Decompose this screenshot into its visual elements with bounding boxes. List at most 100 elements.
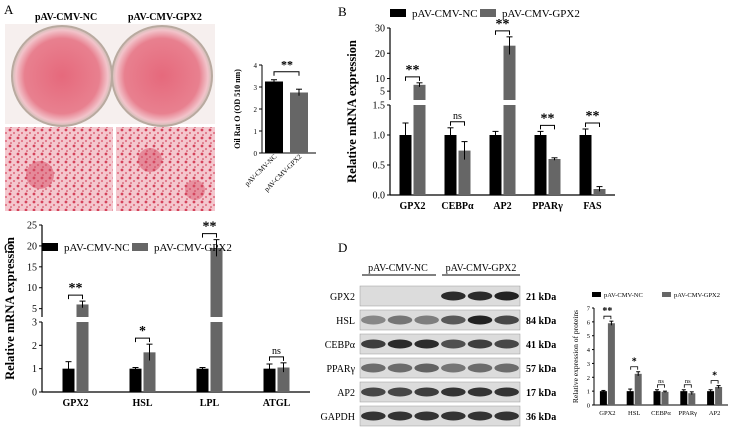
significance-bracket [135, 337, 150, 343]
significance-bracket [450, 121, 465, 126]
blot-band [467, 363, 493, 373]
y-tick-label: 3 [254, 84, 258, 92]
blot-strip [359, 405, 521, 427]
panel-c-letter: C [4, 240, 13, 255]
legend-swatch [480, 9, 496, 17]
blot-kda-label: 36 kDa [526, 412, 556, 423]
blot-strip [359, 285, 521, 307]
y-tick-label: 15 [27, 262, 37, 273]
blot-band [494, 387, 519, 397]
bar [444, 135, 457, 195]
bar [626, 391, 634, 405]
significance-bracket [405, 76, 420, 81]
x-tick-label: AP2 [709, 410, 721, 417]
legend-label: pAV-CMV-NC [412, 8, 478, 20]
significance-mark: ** [586, 109, 600, 124]
blot-band [441, 411, 466, 421]
x-tick-label: PPARγ [679, 410, 698, 417]
blot-band [494, 315, 519, 325]
blot-band [387, 411, 413, 421]
blot-band [361, 339, 386, 349]
x-tick-label: GPX2 [399, 201, 425, 212]
bar [399, 135, 412, 195]
chart-c-mrna: 0 1 2 3 5 10 15 20 25 Relative mRNA expression GPX… [3, 220, 310, 409]
blot-band [467, 387, 493, 397]
bar [290, 92, 308, 153]
blot-band [387, 387, 413, 397]
y-tick-label: 4 [587, 347, 591, 354]
legend-swatch [132, 243, 148, 251]
blot-band [494, 363, 519, 373]
bar [76, 322, 89, 392]
significance-bracket [630, 366, 639, 370]
blot-band [414, 387, 439, 397]
panel-d-letter: D [338, 240, 347, 255]
significance-mark: ** [281, 58, 293, 72]
blot-band [361, 387, 386, 397]
blot-group-label-gpx2: pAV-CMV-GPX2 [446, 263, 517, 274]
bar [489, 135, 502, 195]
significance-mark: ns [272, 346, 281, 357]
micrograph-nc [5, 127, 113, 211]
y-tick-label: 10 [375, 74, 385, 85]
significance-mark: ** [541, 111, 555, 126]
bar [715, 386, 723, 405]
y-tick-label: 1.0 [373, 131, 386, 142]
x-tick-label: FAS [583, 201, 602, 212]
significance-mark: ** [69, 281, 83, 296]
y-tick-label: 2 [254, 106, 258, 114]
y-axis-label: Oil Rat O (OD 510 nm) [233, 69, 242, 149]
blot-band [387, 315, 413, 325]
legend-swatch [662, 292, 671, 297]
y-tick-label: 0 [32, 388, 37, 399]
x-tick-label: GPX2 [599, 410, 615, 417]
significance-mark: * [712, 371, 717, 382]
bar [688, 393, 696, 405]
blot-band [387, 363, 413, 373]
y-tick-label: 0 [254, 150, 258, 158]
blot-kda-label: 21 kDa [526, 292, 556, 303]
bar [277, 367, 290, 392]
y-tick-label: 5 [380, 87, 385, 98]
x-tick-label: CEBPα [441, 201, 474, 212]
y-tick-label: 20 [27, 241, 37, 252]
y-tick-label: 0 [587, 403, 590, 410]
significance-mark: ns [685, 378, 691, 385]
y-axis-label: Relative expression of proteins [571, 310, 580, 403]
chart-d-protein: 0 1 2 3 4 5 6 7 Relative expression of proteins G… [571, 292, 728, 417]
western-blot: pAV-CMV-NC pAV-CMV-GPX2 GPX2 21 kDa HSL 84 kD… [321, 263, 556, 427]
significance-mark: * [632, 357, 637, 368]
y-axis-label: Relative mRNA expression [3, 237, 17, 380]
y-tick-label: 5 [32, 304, 37, 315]
y-tick-label: 20 [375, 49, 385, 60]
panel-b-letter: B [338, 4, 347, 19]
blot-band [441, 315, 466, 325]
legend-label: pAV-CMV-GPX2 [502, 8, 580, 20]
x-tick-label: ATGL [263, 398, 291, 409]
y-axis-label: Relative mRNA expression [345, 40, 359, 183]
bar [143, 352, 156, 392]
dish-gpx2 [111, 25, 213, 127]
bar [661, 391, 669, 405]
bar [129, 368, 142, 392]
blot-strip [359, 381, 521, 403]
dish-label-gpx2: pAV-CMV-GPX2 [128, 12, 202, 23]
significance-bracket [540, 124, 555, 130]
bar [548, 159, 561, 195]
blot-kda-label: 84 kDa [526, 316, 556, 327]
y-tick-label: 2 [32, 341, 37, 352]
y-tick-label: 7 [587, 306, 591, 313]
x-tick-label: CEBPα [651, 410, 671, 417]
x-tick-label: LPL [200, 398, 220, 409]
blot-band [441, 291, 466, 301]
significance-bracket [269, 356, 284, 361]
blot-band [414, 411, 439, 421]
y-tick-label: 1 [254, 128, 258, 136]
significance-mark: ** [203, 220, 217, 235]
bar-upper [413, 84, 426, 100]
blot-band [441, 339, 466, 349]
x-tick-label: HSL [628, 410, 640, 417]
bar-upper [210, 248, 223, 317]
significance-bracket [603, 315, 612, 320]
